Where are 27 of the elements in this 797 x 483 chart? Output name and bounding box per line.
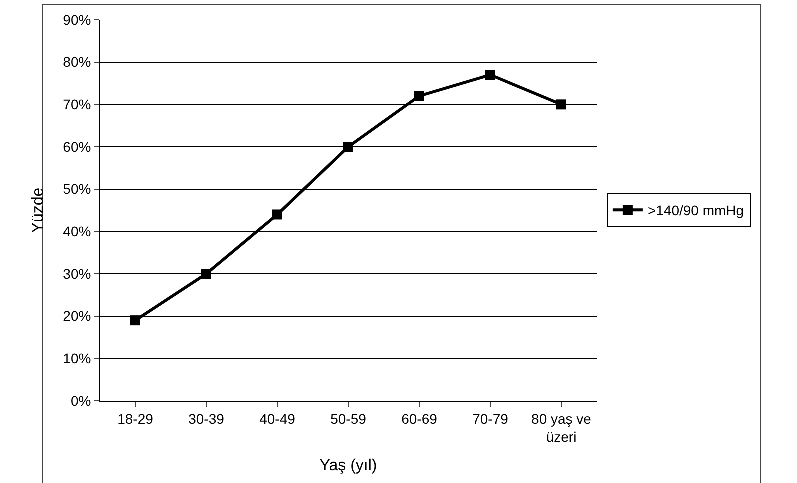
legend-label: >140/90 mmHg [648,202,744,219]
x-tick-label: 40-49 [260,410,296,427]
y-tick-label: 80% [63,54,92,70]
x-axis-title: Yaş (yıl) [320,458,378,475]
point [486,70,496,80]
y-tick-label: 0% [70,392,92,409]
point [556,100,566,110]
x-tick-label: 50-59 [330,410,367,427]
y-tick-label: 40% [63,224,92,240]
point [344,142,354,152]
y-tick-label: 60% [63,138,92,155]
point [202,269,212,279]
x-tick-label: 18-29 [118,410,154,427]
y-axis-title: Yüzde [30,188,48,234]
x-tick-label: 30-39 [188,410,225,427]
point [130,316,140,326]
y-tick-label: 10% [63,350,92,367]
y-tick-label: 20% [63,308,92,324]
point [414,91,424,102]
y-tick-label: 50% [63,181,92,198]
x-tick-label: 70-79 [472,410,509,427]
x-tick-label: 60-69 [402,410,438,427]
x-tick-label: 80 yaş ve üzeri [532,410,592,445]
y-tick-label: 70% [63,96,92,113]
y-tick-label: 30% [63,266,92,282]
y-tick-label: 90% [63,12,92,28]
point [272,210,282,220]
